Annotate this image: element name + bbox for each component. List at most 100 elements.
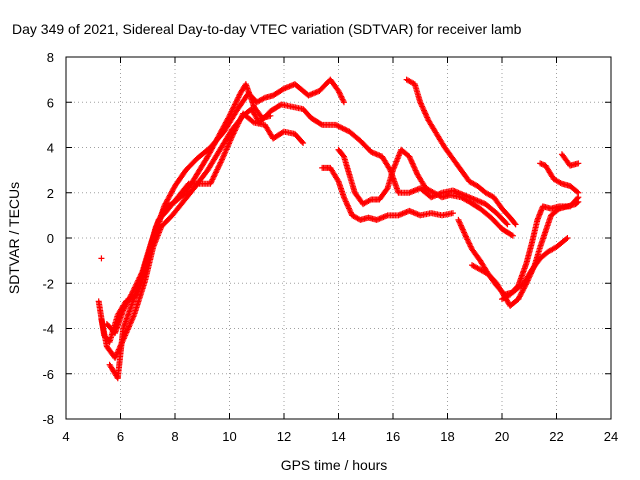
data-point xyxy=(300,139,307,146)
x-tick-label: 4 xyxy=(62,429,69,444)
data-point xyxy=(575,160,582,167)
data-point xyxy=(344,202,351,209)
data-point xyxy=(121,304,128,311)
data-points xyxy=(95,76,582,382)
data-point xyxy=(410,163,417,170)
series-4 xyxy=(106,81,274,382)
series-7 xyxy=(403,76,519,228)
x-tick-label: 10 xyxy=(222,429,236,444)
data-point xyxy=(339,125,346,132)
data-point xyxy=(159,208,166,215)
data-point xyxy=(156,216,163,223)
data-point xyxy=(120,307,127,314)
data-point xyxy=(317,121,324,128)
data-point xyxy=(336,123,343,130)
x-tick-label: 22 xyxy=(549,429,563,444)
data-point xyxy=(340,194,347,201)
data-point xyxy=(343,199,350,206)
data-point xyxy=(267,112,274,119)
data-point xyxy=(523,280,530,287)
data-point xyxy=(345,205,352,212)
grid xyxy=(66,57,611,419)
data-point xyxy=(462,233,469,240)
data-point xyxy=(519,288,526,295)
data-point xyxy=(159,209,166,216)
data-point xyxy=(157,212,164,219)
data-point xyxy=(154,220,161,227)
data-point xyxy=(406,153,413,160)
data-point xyxy=(563,236,570,243)
x-tick-label: 8 xyxy=(171,429,178,444)
data-point xyxy=(511,220,518,227)
data-point xyxy=(417,100,424,107)
y-tick-label: -4 xyxy=(42,322,54,337)
data-point xyxy=(408,157,415,164)
data-point xyxy=(459,225,466,232)
data-point xyxy=(120,306,127,313)
series-12 xyxy=(558,151,582,169)
data-point xyxy=(422,111,429,118)
data-point xyxy=(407,156,414,163)
y-tick-label: -8 xyxy=(42,412,54,427)
data-point xyxy=(522,281,529,288)
data-point xyxy=(458,223,465,230)
data-point xyxy=(157,213,164,220)
data-point xyxy=(508,231,515,238)
data-point xyxy=(411,164,418,171)
data-point xyxy=(459,226,466,233)
y-tick-label: -2 xyxy=(42,276,54,291)
data-point xyxy=(526,273,533,280)
data-point xyxy=(335,123,342,130)
y-tick-label: 0 xyxy=(47,231,54,246)
data-point xyxy=(408,159,415,166)
data-point xyxy=(419,103,426,110)
y-tick-label: -6 xyxy=(42,367,54,382)
data-point xyxy=(154,219,161,226)
data-point xyxy=(412,167,419,174)
data-point xyxy=(525,276,532,283)
data-point xyxy=(412,166,419,173)
y-tick-label: 8 xyxy=(47,50,54,65)
data-point xyxy=(409,160,416,167)
data-point xyxy=(421,108,428,115)
data-point xyxy=(346,206,353,213)
data-point xyxy=(503,220,510,227)
data-point xyxy=(343,127,350,134)
series-10 xyxy=(499,194,582,303)
data-point xyxy=(260,95,267,102)
data-point xyxy=(456,218,463,225)
data-point xyxy=(564,235,571,241)
data-point xyxy=(520,286,527,293)
series-8 xyxy=(455,216,571,298)
data-point xyxy=(340,99,347,106)
series-5 xyxy=(319,164,456,223)
data-point xyxy=(299,138,306,145)
data-point xyxy=(420,106,427,113)
data-point xyxy=(421,107,428,114)
data-point xyxy=(156,215,163,222)
data-point xyxy=(524,277,531,284)
data-point xyxy=(527,270,534,277)
data-point xyxy=(340,125,347,132)
series-11 xyxy=(537,160,582,196)
data-point xyxy=(518,290,525,297)
data-point xyxy=(341,195,348,202)
series-0 xyxy=(98,255,105,262)
data-point xyxy=(461,229,468,236)
x-tick-label: 18 xyxy=(440,429,454,444)
data-point xyxy=(462,232,469,239)
y-tick-label: 6 xyxy=(47,95,54,110)
data-point xyxy=(124,299,131,306)
data-point xyxy=(342,126,349,133)
data-point xyxy=(522,282,529,289)
data-point xyxy=(342,198,349,205)
data-point xyxy=(334,122,341,129)
data-point xyxy=(531,263,538,270)
data-point xyxy=(516,294,523,301)
data-point xyxy=(515,296,522,303)
data-point xyxy=(449,210,456,217)
data-point xyxy=(155,218,162,225)
data-point xyxy=(332,121,339,128)
x-tick-label: 24 xyxy=(604,429,618,444)
